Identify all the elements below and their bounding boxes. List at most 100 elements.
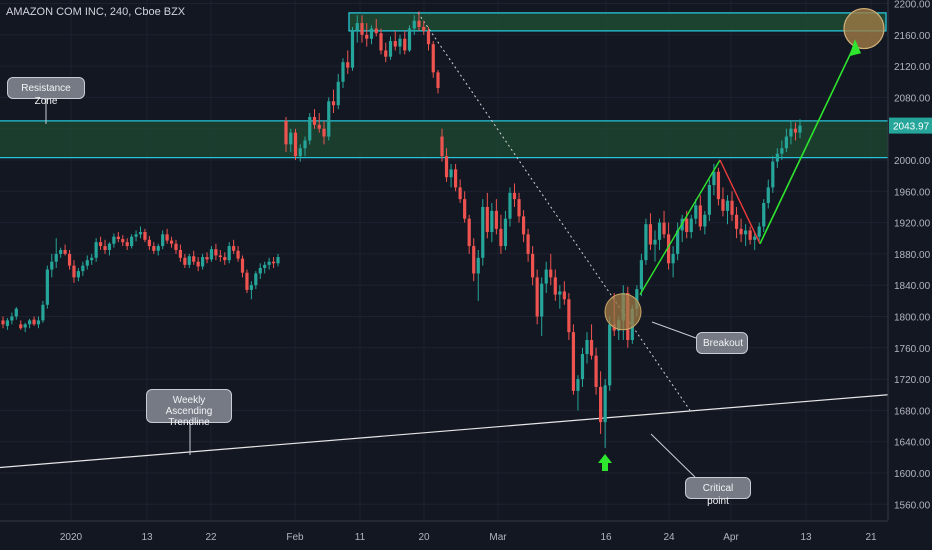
candle-body	[793, 128, 798, 133]
price-tick-label: 1960.00	[894, 187, 931, 198]
candle-body	[775, 153, 779, 162]
candle-body	[653, 239, 657, 245]
symbol-exchange: Cboe BZX	[134, 6, 186, 18]
candle-body	[289, 132, 293, 145]
candle-body	[156, 246, 160, 251]
resistance-zone-label[interactable]: Resistance Zone	[7, 77, 85, 107]
candle-body	[393, 41, 397, 47]
candle-body	[360, 23, 364, 35]
time-tick-label: 22	[205, 532, 217, 543]
critical-point-label[interactable]: Critical point	[685, 477, 751, 507]
candle-body	[417, 20, 421, 27]
breakout-label[interactable]: Breakout	[696, 332, 748, 354]
candle-body	[1, 320, 5, 325]
candle-body	[10, 316, 14, 321]
candle-body	[336, 81, 340, 106]
candle-body	[346, 62, 350, 68]
candle-body	[236, 250, 240, 259]
candle-body	[293, 132, 298, 157]
candle-body	[209, 249, 214, 260]
price-tick-label: 1800.00	[894, 313, 931, 324]
breakout-circle	[604, 293, 642, 331]
candle-body	[240, 258, 245, 273]
candle-body	[467, 218, 471, 247]
projection-arrows	[45, 7, 885, 478]
candle-body	[214, 249, 218, 256]
impulse-arrow-1	[639, 159, 721, 295]
candle-body	[431, 44, 435, 73]
candle-body	[90, 257, 94, 261]
candle-body	[508, 192, 512, 219]
candle-body	[766, 187, 770, 204]
candle-body	[196, 261, 200, 267]
candle-body	[589, 339, 594, 356]
correction-arrow	[719, 159, 761, 245]
candle-body	[494, 210, 498, 229]
candle-body	[753, 236, 757, 240]
candle-body	[374, 28, 378, 34]
weekly-trendline-label[interactable]: Weekly Ascending Trendline	[146, 389, 232, 428]
candle-body	[553, 277, 557, 295]
time-tick-label: 21	[865, 532, 877, 543]
candle-body	[350, 30, 355, 68]
symbol-title[interactable]: AMAZON COM INC, 240, Cboe BZX	[6, 6, 186, 18]
time-tick-label: 20	[418, 532, 430, 543]
candle-body	[521, 216, 526, 235]
candle-body	[245, 272, 249, 290]
candle-body	[472, 246, 476, 274]
candle-body	[355, 23, 359, 31]
candle-body	[85, 260, 89, 266]
candle-body	[499, 228, 503, 247]
price-axis[interactable]: 1560.00 1600.00 1640.00 1680.00 1720.00 1760.…	[887, 0, 932, 520]
candle-body	[331, 101, 336, 106]
candle-body	[535, 277, 539, 317]
candle-body	[463, 199, 467, 219]
candle-body	[481, 206, 485, 258]
candle-body	[19, 324, 23, 329]
time-axis[interactable]: 2020 13 22 Feb 11 20 Mar 16 24 Apr 13 21	[0, 520, 888, 543]
candle-body	[426, 30, 431, 45]
candle-body	[730, 200, 734, 215]
candle-body	[757, 226, 761, 237]
critical-callout-pointer	[650, 433, 696, 478]
candle-body	[558, 291, 562, 295]
candle-body	[644, 224, 648, 261]
price-tick-label: 2160.00	[894, 31, 931, 42]
time-tick-label: 13	[800, 532, 812, 543]
candle-body	[41, 304, 45, 321]
candle-body	[107, 243, 112, 250]
candle-body	[567, 299, 571, 333]
candle-body	[130, 236, 134, 247]
candle-body	[365, 34, 369, 39]
candle-body	[716, 171, 721, 200]
candle-body	[125, 242, 129, 247]
candle-body	[762, 203, 766, 227]
candle-body	[45, 269, 49, 305]
candle-body	[67, 253, 72, 266]
candle-body	[422, 26, 426, 31]
candle-body	[721, 199, 725, 211]
candle-body	[485, 206, 489, 232]
candle-body	[403, 38, 407, 51]
time-tick-label: Feb	[286, 532, 304, 543]
candle-body	[249, 285, 253, 290]
candle-body	[603, 385, 607, 423]
candle-body	[444, 156, 449, 178]
candle-body	[685, 218, 689, 232]
price-tick-label: 1560.00	[894, 500, 931, 511]
candle-body	[183, 257, 187, 265]
candle-body	[232, 246, 236, 251]
breakout-callout-pointer	[651, 321, 697, 339]
candle-body	[72, 265, 76, 278]
candle-body	[312, 116, 317, 125]
candle-body	[263, 264, 267, 268]
candle-body	[458, 187, 462, 200]
candle-body	[639, 260, 643, 290]
candle-body	[223, 257, 227, 261]
candle-body	[341, 62, 345, 82]
candle-body	[798, 125, 802, 133]
candle-body	[576, 379, 580, 391]
candle-body	[161, 234, 165, 247]
dotted-downtrend-line	[417, 12, 691, 411]
